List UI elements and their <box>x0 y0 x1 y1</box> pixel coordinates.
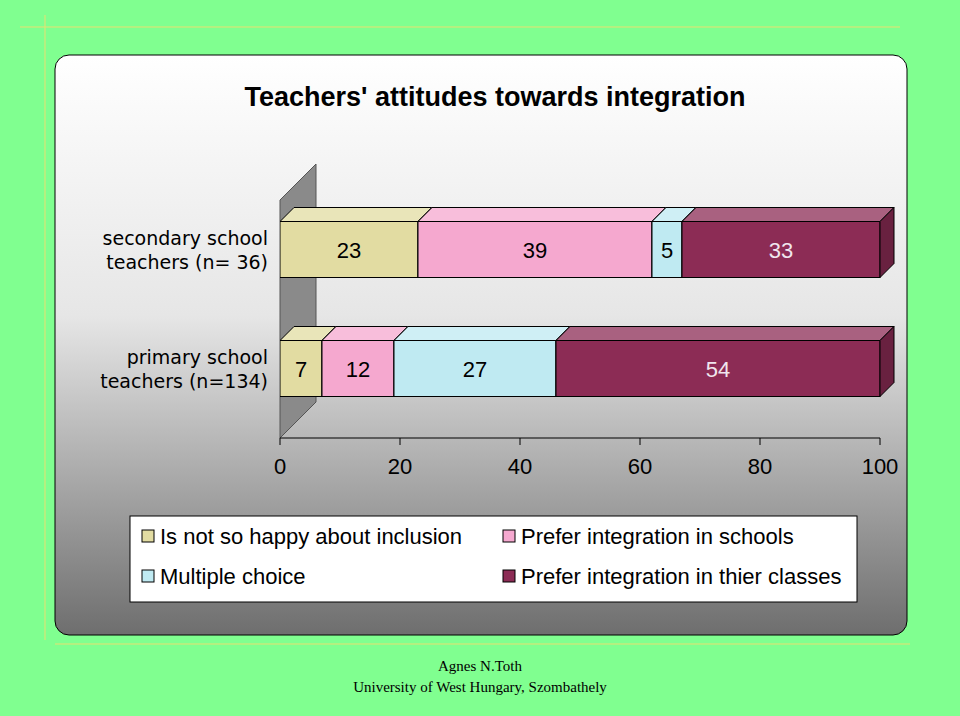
bar-front <box>556 341 880 397</box>
legend-label: Prefer integration in schools <box>521 524 794 549</box>
chart: Teachers' attitudes towards integration 0… <box>0 0 960 716</box>
deco-line <box>55 644 910 645</box>
x-tick-label: 80 <box>748 454 772 479</box>
bar-segment <box>280 208 432 278</box>
x-tick <box>520 438 521 445</box>
legend-label: Is not so happy about inclusion <box>160 524 462 549</box>
bar-top <box>394 327 570 341</box>
category-label: primary schoolteachers (n=134) <box>100 346 268 392</box>
x-tick <box>880 438 881 445</box>
category-label-line: teachers (n= 36) <box>106 251 268 273</box>
legend-swatch <box>503 570 515 582</box>
bar-top <box>280 208 432 222</box>
bar-segment <box>394 327 570 397</box>
bar-front <box>280 222 418 278</box>
bars <box>280 208 894 397</box>
category-label-line: primary school <box>127 346 268 368</box>
x-tick <box>280 438 281 445</box>
data-label: 27 <box>463 357 487 382</box>
bar-segment <box>556 327 894 397</box>
bar-segment <box>418 208 666 278</box>
x-tick-label: 40 <box>508 454 532 479</box>
legend: Is not so happy about inclusion Prefer in… <box>130 516 857 602</box>
bar-top <box>556 327 894 341</box>
data-label: 12 <box>346 357 370 382</box>
x-axis <box>280 438 880 439</box>
data-label: 5 <box>661 238 673 263</box>
deco-line <box>20 27 900 28</box>
bar-top <box>682 208 894 222</box>
chart-frame <box>55 55 907 635</box>
bar-front <box>418 222 652 278</box>
data-label: 23 <box>337 238 361 263</box>
bar-front <box>322 341 394 397</box>
x-tick <box>640 438 641 445</box>
x-tick-label: 60 <box>628 454 652 479</box>
data-label: 7 <box>295 357 307 382</box>
x-tick-label: 100 <box>862 454 899 479</box>
title: Teachers' attitudes towards integration <box>244 82 745 112</box>
bar-top <box>418 208 666 222</box>
bar-side <box>880 208 894 278</box>
legend-label: Prefer integration in thier classes <box>521 564 841 589</box>
legend-box <box>130 516 857 602</box>
data-label: 54 <box>706 357 730 382</box>
bar-side <box>880 327 894 397</box>
chart-root: Teachers' attitudes towards integration 0… <box>0 0 960 716</box>
legend-label: Multiple choice <box>160 564 306 589</box>
bar-segment <box>682 208 894 278</box>
x-tick <box>400 438 401 445</box>
category-label-line: teachers (n=134) <box>100 370 268 392</box>
footer-text: University of West Hungary, Szombathely <box>353 679 607 695</box>
x-tick-label: 0 <box>274 454 286 479</box>
legend-swatch <box>503 530 515 542</box>
deco-line <box>45 15 46 640</box>
x-tick-label: 20 <box>388 454 412 479</box>
category-label-line: secondary school <box>103 227 268 249</box>
bar-front <box>682 222 880 278</box>
bar-front <box>394 341 556 397</box>
x-tick <box>760 438 761 445</box>
bar-top <box>322 327 408 341</box>
footer-text: Agnes N.Toth <box>438 658 522 674</box>
category-label: secondary schoolteachers (n= 36) <box>103 227 268 273</box>
bar-front <box>652 222 682 278</box>
bar-front <box>280 341 322 397</box>
data-label: 39 <box>523 238 547 263</box>
legend-swatch <box>142 570 154 582</box>
data-label: 33 <box>769 238 793 263</box>
legend-swatch <box>142 530 154 542</box>
